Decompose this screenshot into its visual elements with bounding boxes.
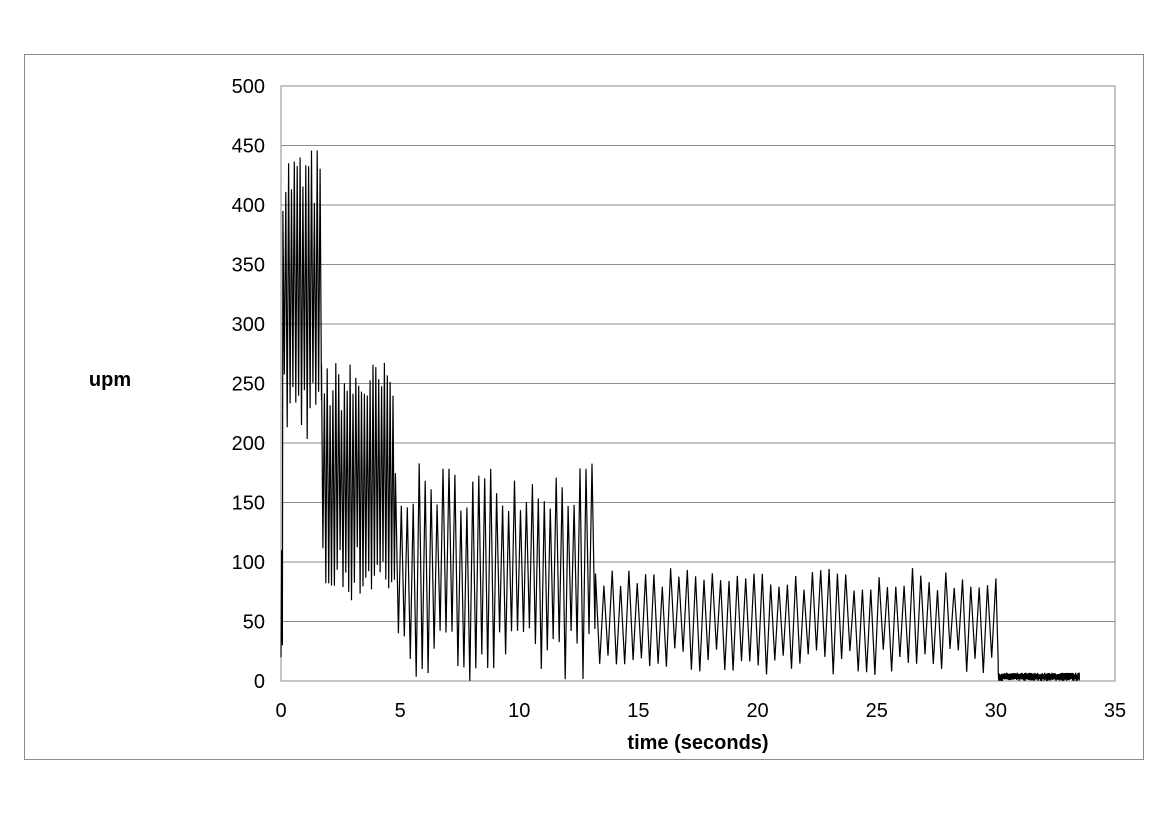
y-axis-title: upm xyxy=(89,369,131,391)
y-tick-label: 500 xyxy=(232,76,265,98)
upm-series-line xyxy=(280,150,1080,682)
x-tick-label: 10 xyxy=(508,700,530,722)
y-tick-label: 150 xyxy=(232,493,265,515)
x-tick-label: 0 xyxy=(275,700,286,722)
x-axis-ticks: 0 5 10 15 20 25 30 35 xyxy=(275,700,1126,722)
x-tick-label: 30 xyxy=(985,700,1007,722)
y-tick-label: 200 xyxy=(232,433,265,455)
x-tick-label: 15 xyxy=(627,700,649,722)
y-tick-label: 400 xyxy=(232,195,265,217)
chart-frame xyxy=(24,54,1144,760)
y-tick-label: 50 xyxy=(243,612,265,634)
y-tick-label: 450 xyxy=(232,136,265,158)
x-tick-label: 35 xyxy=(1104,700,1126,722)
y-tick-label: 350 xyxy=(232,255,265,277)
plot-area-border xyxy=(280,85,1116,682)
y-tick-label: 250 xyxy=(232,374,265,396)
x-axis-title: time (seconds) xyxy=(627,732,768,754)
y-tick-label: 0 xyxy=(254,671,265,693)
y-tick-label: 100 xyxy=(232,552,265,574)
y-axis-ticks: 0 50 100 150 200 250 300 350 400 450 500 xyxy=(232,76,265,693)
x-tick-label: 5 xyxy=(395,700,406,722)
y-tick-label: 300 xyxy=(232,314,265,336)
x-tick-label: 25 xyxy=(866,700,888,722)
x-tick-label: 20 xyxy=(746,700,768,722)
